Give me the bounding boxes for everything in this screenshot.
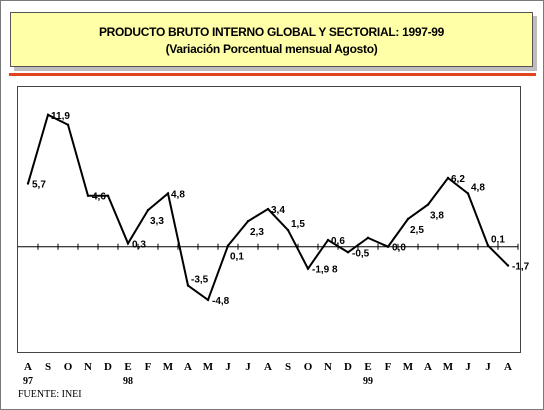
data-point-9: [206, 298, 210, 302]
x-year-label-0: 97: [23, 376, 33, 387]
x-tick-label-16: D: [344, 361, 352, 373]
source-note: FUENTE: INEI: [18, 389, 82, 400]
x-tick-label-5: E: [124, 361, 131, 373]
series-line-0: [27, 113, 509, 302]
x-year-label-5: 98: [123, 376, 133, 387]
x-tick-label-8: A: [184, 361, 192, 373]
data-label-7: 4,8: [171, 190, 185, 201]
data-label-16: -0,5: [352, 248, 370, 259]
data-point-7: [166, 192, 170, 195]
data-point-10: [226, 244, 230, 247]
x-tick-label-17: E: [364, 361, 371, 373]
data-label-20: 3,8: [430, 211, 444, 222]
data-label-21: 6,2: [451, 174, 465, 185]
data-label-23: 0,1: [491, 235, 505, 246]
data-point-23: [486, 244, 490, 247]
data-label-19: 2,5: [410, 225, 424, 236]
x-tick-label-18: F: [385, 361, 392, 373]
data-label-22: 4,8: [471, 183, 485, 194]
data-point-6: [146, 208, 150, 212]
data-label-3: 4,6: [92, 192, 106, 203]
x-tick-label-9: M: [203, 361, 214, 373]
x-tick-label-14: O: [304, 361, 313, 373]
x-tick-label-1: S: [45, 361, 51, 373]
x-tick-label-0: A: [24, 361, 32, 373]
data-point-18: [386, 245, 390, 248]
x-tick-label-21: M: [443, 361, 454, 373]
data-point-5: [126, 242, 130, 245]
data-point-2: [66, 123, 70, 126]
x-tick-label-2: O: [64, 361, 73, 373]
x-tick-label-10: J: [225, 361, 231, 373]
plot-area: [17, 86, 521, 353]
data-point-21: [446, 176, 450, 180]
x-tick-label-23: J: [485, 361, 491, 373]
data-point-17: [366, 236, 370, 240]
data-label-18: 0,0: [392, 243, 406, 254]
chart-title: PRODUCTO BRUTO INTERNO GLOBAL Y SECTORIA…: [98, 25, 445, 39]
data-point-12: [266, 207, 270, 211]
data-label-10: 0,1: [230, 252, 244, 263]
x-tick-label-22: J: [465, 361, 471, 373]
data-point-14: [306, 267, 310, 270]
x-tick-label-4: D: [104, 361, 112, 373]
data-point-24: [506, 264, 510, 267]
x-tick-label-19: M: [403, 361, 414, 373]
data-label-13: 1,5: [291, 219, 305, 230]
x-tick-label-3: N: [84, 361, 92, 373]
title-box: PRODUCTO BRUTO INTERNO GLOBAL Y SECTORIA…: [10, 12, 533, 67]
red-divider: [9, 73, 536, 76]
x-tick-label-13: S: [285, 361, 291, 373]
data-point-22: [466, 192, 470, 195]
data-point-0: [26, 182, 30, 185]
data-point-8: [186, 284, 190, 287]
data-label-9: -4,8: [212, 296, 230, 307]
data-label-15: 0,6: [331, 236, 345, 247]
x-tick-label-12: A: [264, 361, 272, 373]
data-point-20: [426, 203, 430, 206]
data-point-3: [86, 194, 90, 197]
data-point-1: [46, 113, 50, 117]
data-label-5: 0,3: [132, 239, 146, 250]
data-point-19: [406, 217, 410, 221]
data-label-12: 3,4: [271, 205, 285, 216]
x-tick-label-6: F: [145, 361, 152, 373]
x-tick-label-24: A: [504, 361, 512, 373]
data-label-14: -1,9 8: [312, 265, 338, 276]
x-year-label-17: 99: [363, 376, 373, 387]
x-tick-label-11: J: [245, 361, 251, 373]
data-point-4: [106, 194, 110, 197]
x-tick-label-7: M: [163, 361, 174, 373]
data-point-16: [346, 251, 350, 254]
data-label-11: 2,3: [250, 227, 264, 238]
data-point-13: [286, 228, 290, 232]
data-label-0: 5,7: [32, 180, 46, 191]
data-point-11: [246, 220, 250, 223]
x-tick-label-20: A: [424, 361, 432, 373]
x-tick-label-15: N: [324, 361, 332, 373]
data-label-6: 3,3: [150, 216, 164, 227]
data-label-1: 11,9: [51, 111, 70, 122]
data-label-24: -1,7: [512, 262, 530, 273]
data-label-8: -3,5: [191, 275, 209, 286]
data-point-15: [326, 238, 330, 242]
chart-subtitle: (Variación Porcentual mensual Agosto): [165, 42, 378, 56]
